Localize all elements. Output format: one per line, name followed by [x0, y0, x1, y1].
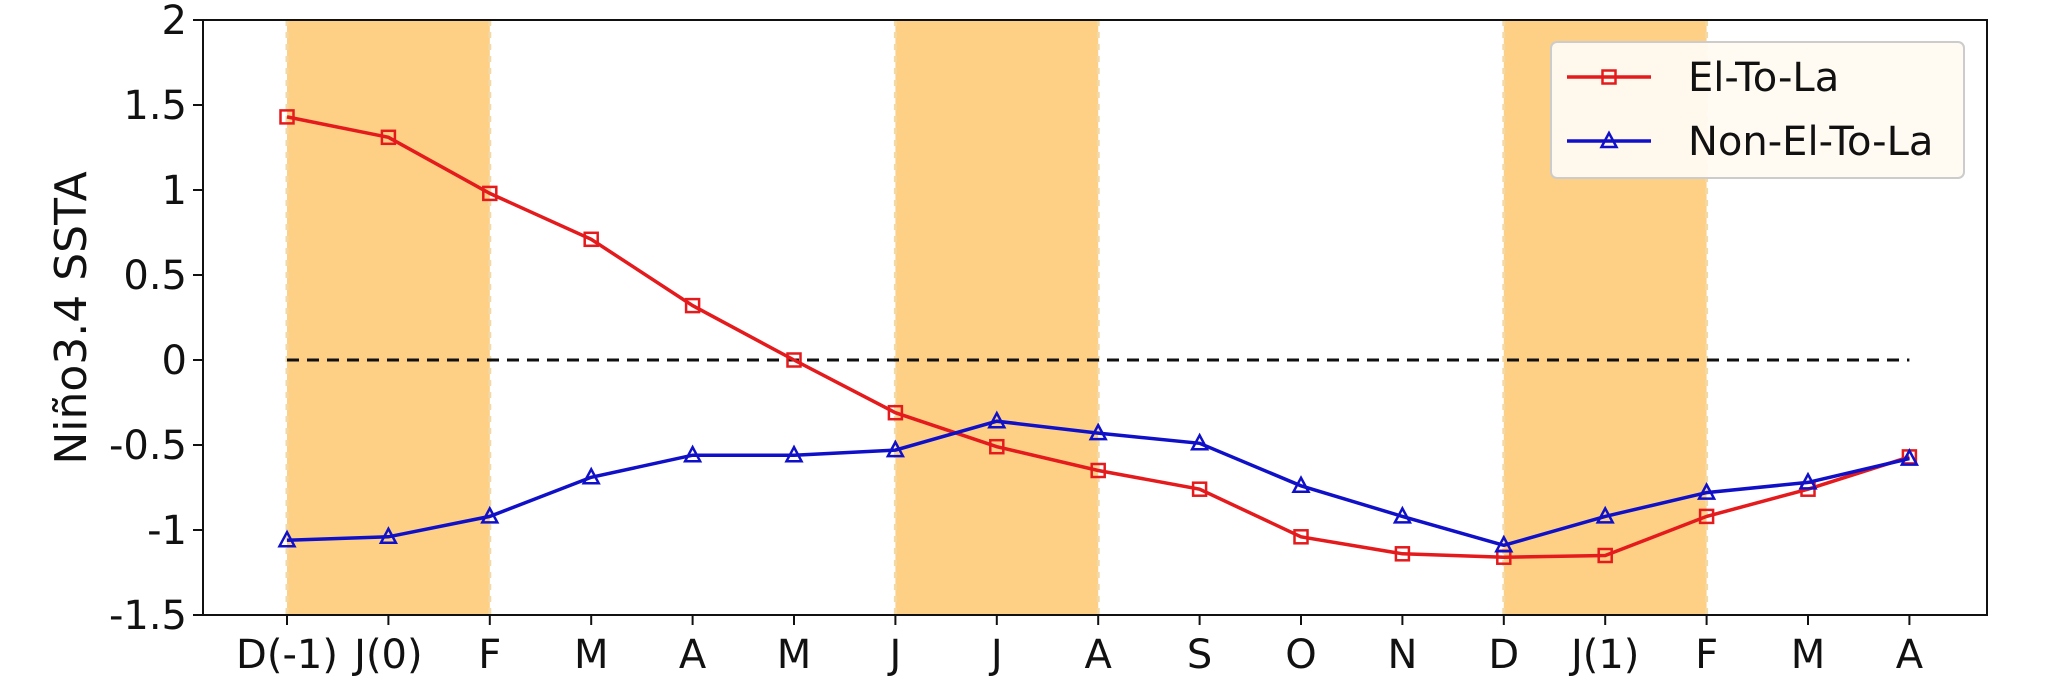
shaded-regions [285, 20, 1709, 615]
data-point-marker [378, 526, 398, 545]
x-tick-label: F [478, 632, 501, 678]
shaded-band [895, 20, 1099, 615]
series-non-el-to-la [277, 410, 1919, 553]
x-tick-label: F [1695, 632, 1718, 678]
y-tick-label: 1.5 [123, 83, 187, 129]
x-tick-label: O [1285, 632, 1316, 678]
data-point-marker [1899, 447, 1919, 466]
x-tick-label: N [1387, 632, 1417, 678]
y-axis-ticks: -1.5 -1 -0.5 0 0.5 1 1.5 2 [109, 0, 203, 639]
x-tick-label: M [1791, 632, 1826, 678]
data-point-marker [482, 185, 498, 202]
y-axis-label: Niño3.4 SSTA [46, 171, 97, 464]
data-point-marker [786, 352, 802, 368]
data-point-marker [989, 438, 1005, 455]
x-tick-label: D [1488, 632, 1519, 678]
data-point-marker [1088, 422, 1108, 441]
x-tick-label: A [679, 632, 707, 678]
data-point-marker [1394, 546, 1411, 562]
series-line [286, 115, 1910, 559]
x-tick-label: S [1187, 632, 1212, 678]
y-tick-label: 1 [162, 168, 187, 214]
legend-label: El-To-La [1688, 55, 1839, 101]
y-tick-label: 2 [162, 0, 187, 44]
series-lines [277, 109, 1919, 565]
data-point-marker [683, 444, 703, 463]
data-point-marker [1293, 529, 1309, 545]
y-tick-label: 0 [162, 338, 187, 384]
data-point-marker [1090, 462, 1106, 479]
x-tick-label: M [574, 632, 609, 678]
data-point-marker [1597, 547, 1613, 564]
y-tick-label: -1.5 [109, 593, 187, 639]
x-tick-label: M [777, 632, 812, 678]
data-point-marker [1595, 505, 1615, 524]
x-tick-label: A [1896, 632, 1924, 678]
data-point-marker [684, 297, 701, 314]
data-point-marker [1697, 481, 1717, 500]
x-tick-label: A [1085, 632, 1113, 678]
data-point-marker [885, 439, 905, 458]
data-point-marker [1291, 475, 1311, 494]
series-line [286, 419, 1910, 548]
y-tick-label: -1 [147, 508, 187, 554]
legend-marker [1601, 69, 1617, 85]
x-tick-label: J(1) [1568, 632, 1639, 678]
data-point-marker [581, 466, 601, 485]
x-tick-label: D(-1) [236, 632, 338, 678]
data-point-marker [987, 410, 1007, 429]
data-point-marker [583, 231, 599, 248]
x-tick-label: J [988, 632, 1003, 678]
data-point-marker [1191, 481, 1208, 497]
x-axis-ticks: D(-1) J(0) F M A M J J A S O N D J(1) F M A [236, 615, 1924, 678]
data-point-marker [1190, 432, 1210, 451]
data-point-marker [1698, 508, 1715, 525]
data-point-marker [480, 505, 500, 524]
data-point-marker [1392, 505, 1412, 524]
legend-marker [1599, 130, 1619, 149]
y-tick-label: -0.5 [109, 423, 187, 469]
shaded-band [287, 20, 490, 615]
plot-area-frame [202, 19, 1988, 616]
data-point-marker [1798, 471, 1818, 490]
y-tick-label: 0.5 [123, 253, 187, 299]
data-point-marker [279, 109, 295, 125]
legend-item: Non-El-To-La [1567, 119, 1933, 165]
data-point-marker [277, 529, 297, 548]
x-tick-label: J(0) [351, 632, 422, 678]
data-point-marker [887, 404, 904, 421]
data-point-marker [1494, 534, 1514, 553]
data-point-marker [380, 129, 397, 146]
series-el-to-la [279, 109, 1918, 565]
legend-box [1550, 41, 1965, 179]
x-tick-label: J [887, 632, 902, 678]
legend-item: El-To-La [1567, 55, 1839, 101]
legend-label: Non-El-To-La [1688, 119, 1933, 165]
data-point-marker [784, 444, 804, 463]
legend: El-To-La Non-El-To-La [1550, 41, 1965, 179]
